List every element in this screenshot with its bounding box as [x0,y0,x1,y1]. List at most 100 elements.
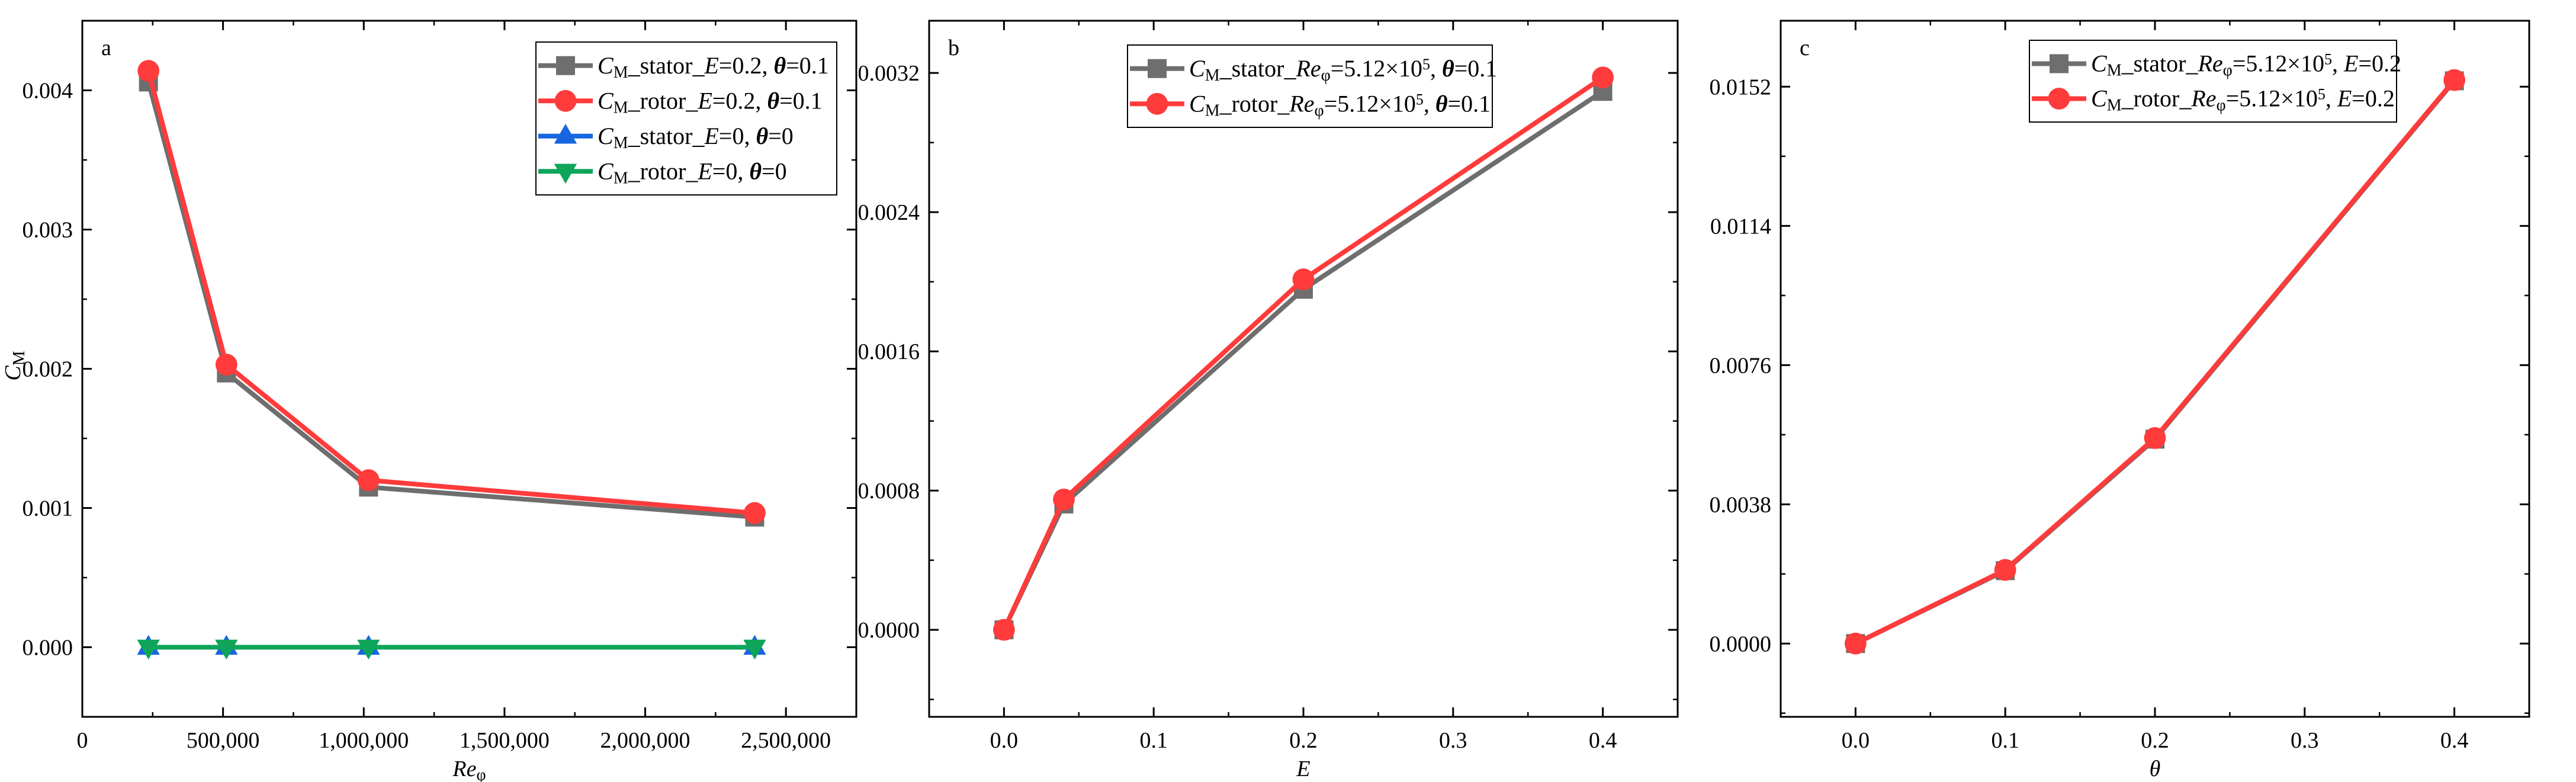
text-segment: _rotor_ [628,158,699,184]
text-segment: _stator_ [628,52,705,79]
text-segment: C [2091,85,2108,112]
x-tick-label: 0.1 [1991,728,2019,753]
text-segment: θ [1442,55,1454,82]
text-segment: _rotor_ [1219,90,1290,117]
text-segment: =0.2, [712,87,767,114]
text-segment: =0.2, [719,52,774,79]
triangle-down-marker [554,164,577,184]
series-line [146,70,755,515]
text-segment: E [704,123,718,149]
y-tick-label: 0.0000 [858,618,920,643]
triangle-down-marker [357,639,380,660]
text-segment: M [614,134,628,152]
circle-marker [1146,92,1168,115]
y-tick-label: 0.0000 [1710,632,1772,656]
y-tick-label: 0.001 [23,496,73,521]
text-segment: M [1205,66,1220,85]
text-segment: , [1424,90,1435,117]
text-segment: Re [2190,85,2216,112]
series-0 [1846,71,2464,653]
x-tick-label: 500,000 [187,728,260,753]
x-axis-label: θ [2150,757,2161,781]
circle-marker [1994,559,2016,581]
x-tick-label: 0.3 [2291,728,2319,753]
x-tick-label: 0 [77,728,88,753]
circle-marker [137,60,160,82]
panel-label: a [101,36,111,60]
legend: CM_stator_E=0.2, θ=0.1CM_rotor_E=0.2, θ=… [535,41,837,196]
y-tick-label: 0.0008 [858,479,920,504]
text-segment: =5.12×10 [1331,55,1422,82]
chart-panel-a: 0 500,000 1,000,000 1,500,000 2,000,000 2,500… [1,20,857,782]
legend: CM_stator_Reφ=5.12×105, θ=0.1 CM _rotor_Re… [1127,44,1497,128]
circle-marker [2443,69,2465,91]
x-tick-label: 0.2 [2141,728,2169,753]
text-segment: Re [1289,90,1314,117]
triangle-down-marker [743,639,766,660]
text-segment: M [614,169,628,187]
text-segment: E [704,52,718,79]
text-segment: =0.1 [1454,55,1498,82]
legend-item: CM_stator_E=0.2, θ=0.1 [538,52,829,82]
text-segment: M [2107,97,2122,115]
circle-marker [1053,488,1075,511]
text-segment: θ [773,52,786,79]
y-axis-label: CM [1,351,28,380]
text-segment: Re [2197,50,2222,77]
text-segment: θ [2150,757,2161,781]
text-segment: θ [749,158,762,184]
circle-marker [357,469,380,491]
series-line [1854,79,2456,646]
y-tick-label: 0.0076 [1710,353,1772,378]
legend-item: CM_stator_Reφ=5.12×105, θ=0.1 [1130,55,1497,85]
y-tick-label: 0.0024 [858,200,920,225]
legend-item: CM_rotor_Reφ=5.12×105, E=0.2 [2032,85,2395,115]
circle-marker [2048,88,2070,110]
text-segment: C [598,158,614,184]
chart-panel-c: 0.0 0.1 0.2 0.3 0.4 0.0000 0.0038 0.0076 0.0114 0… [1710,20,2530,781]
y-tick-label: 0.004 [23,79,73,104]
x-tick-label: 2,500,000 [741,728,831,753]
legend: CM_stator_Reφ=5.12×105, E=0.2CM_rotor_Re… [2029,40,2401,123]
chart-panel-b: 0.0 0.1 0.2 0.3 0.4 0.0000 0.0008 0.0016 0.0024 0… [858,20,1679,781]
text-segment: =0.2 [2358,50,2401,77]
circle-marker [215,354,237,376]
text-segment: =0.2 [2352,85,2395,112]
text-segment: 5 [2324,51,2332,68]
panel-label: b [948,36,959,60]
x-tick-label: 0.4 [1589,728,1617,753]
circle-marker [993,618,1015,641]
text-segment: =0, [712,158,750,184]
text-segment: E [2337,85,2352,112]
text-segment: =0 [768,123,794,149]
text-segment: φ [1315,101,1324,120]
text-segment: C [1189,90,1206,117]
circle-marker [554,89,577,112]
x-tick-label: 0.3 [1439,728,1467,753]
text-segment: E [697,158,712,184]
text-segment: Re [452,757,476,781]
square-marker [1148,59,1167,78]
series-line [1001,89,1604,631]
triangle-down-marker [215,639,238,660]
text-segment: =0 [762,158,787,184]
x-tick-label: 0.0 [1842,728,1870,753]
text-segment: =0.1 [779,87,823,114]
text-segment: Re [1295,55,1321,82]
text-segment: _stator_ [2121,50,2199,77]
triangle-up-marker [554,123,577,144]
legend-label: CM_rotor_E=0, θ=0 [598,158,787,187]
text-segment: M [614,63,628,82]
text-segment: C [598,87,614,114]
text-segment: _rotor_ [628,87,699,114]
text-segment: M [614,98,628,117]
x-tick-label: 1,500,000 [460,728,550,753]
text-segment: _stator_ [628,123,705,149]
y-tick-label: 0.0016 [858,339,920,364]
y-tick-label: 0.0152 [1710,75,1772,100]
text-segment: =0.1 [1448,90,1491,117]
text-segment: M [10,351,28,366]
series-0 [994,82,1613,640]
legend-frame [2029,40,2397,123]
